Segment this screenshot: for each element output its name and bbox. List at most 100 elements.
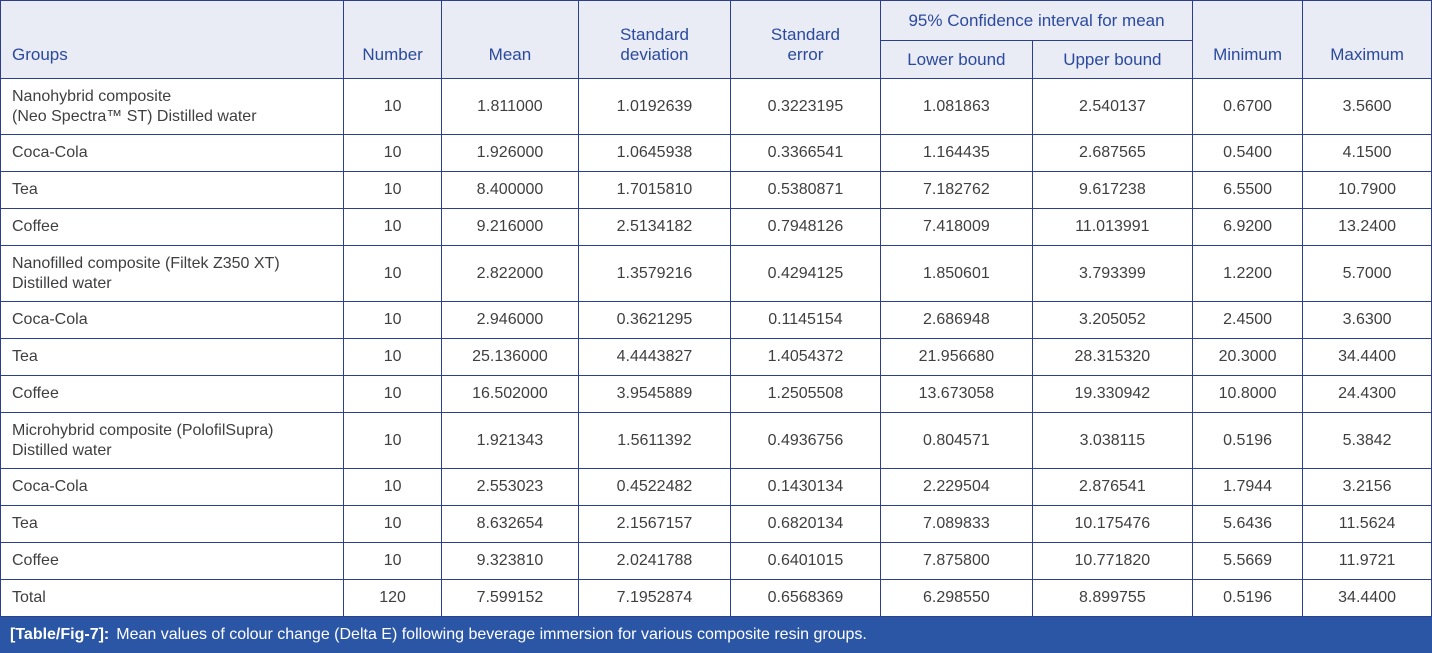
header-number: Number (343, 0, 442, 79)
cell-group: Coffee (0, 208, 345, 246)
cell-std-error: 1.4054372 (729, 338, 882, 376)
cell-number: 10 (343, 301, 442, 339)
cell-upper-bound: 2.540137 (1031, 78, 1193, 135)
cell-maximum: 10.7900 (1302, 171, 1432, 209)
cell-lower-bound: 2.686948 (880, 301, 1033, 339)
cell-lower-bound: 2.229504 (880, 468, 1033, 506)
cell-std-deviation: 7.1952874 (578, 579, 731, 617)
cell-lower-bound: 7.089833 (880, 505, 1033, 543)
table-row: Coffee 10 16.502000 3.9545889 1.2505508 … (0, 375, 1432, 413)
cell-mean: 8.632654 (440, 505, 580, 543)
table-row: Tea 10 8.632654 2.1567157 0.6820134 7.08… (0, 505, 1432, 543)
cell-std-error: 0.6568369 (729, 579, 882, 617)
cell-std-deviation: 2.0241788 (578, 542, 731, 580)
cell-group: Coca-Cola (0, 134, 345, 172)
cell-group: Nanofilled composite (Filtek Z350 XT) Di… (0, 245, 345, 302)
cell-lower-bound: 21.956680 (880, 338, 1033, 376)
cell-mean: 1.811000 (440, 78, 580, 135)
cell-mean: 7.599152 (440, 579, 580, 617)
cell-upper-bound: 2.687565 (1031, 134, 1193, 172)
header-upper-bound: Upper bound (1031, 40, 1193, 79)
cell-std-error: 0.6401015 (729, 542, 882, 580)
cell-lower-bound: 1.164435 (880, 134, 1033, 172)
cell-upper-bound: 28.315320 (1031, 338, 1193, 376)
cell-upper-bound: 8.899755 (1031, 579, 1193, 617)
table-row: Coca-Cola 10 2.946000 0.3621295 0.114515… (0, 301, 1432, 339)
header-row-sub: Lower bound Upper bound (1, 40, 1432, 79)
cell-minimum: 20.3000 (1191, 338, 1304, 376)
cell-group: Nanohybrid composite (Neo Spectra™ ST) D… (0, 78, 345, 135)
cell-minimum: 10.8000 (1191, 375, 1304, 413)
cell-minimum: 0.6700 (1191, 78, 1304, 135)
cell-maximum: 3.5600 (1302, 78, 1432, 135)
cell-number: 10 (343, 245, 442, 302)
cell-maximum: 11.9721 (1302, 542, 1432, 580)
cell-group: Coca-Cola (0, 468, 345, 506)
cell-std-deviation: 3.9545889 (578, 375, 731, 413)
cell-std-deviation: 1.5611392 (578, 412, 731, 469)
table-row: Coffee 10 9.216000 2.5134182 0.7948126 7… (0, 208, 1432, 246)
cell-number: 10 (343, 468, 442, 506)
cell-std-error: 0.7948126 (729, 208, 882, 246)
cell-std-deviation: 0.4522482 (578, 468, 731, 506)
cell-std-deviation: 2.5134182 (578, 208, 731, 246)
cell-std-deviation: 0.3621295 (578, 301, 731, 339)
cell-std-error: 0.1430134 (729, 468, 882, 506)
cell-group: Coffee (0, 375, 345, 413)
cell-lower-bound: 7.182762 (880, 171, 1033, 209)
cell-group: Tea (0, 171, 345, 209)
cell-maximum: 34.4400 (1302, 579, 1432, 617)
cell-std-deviation: 1.0192639 (578, 78, 731, 135)
cell-number: 10 (343, 505, 442, 543)
cell-minimum: 5.6436 (1191, 505, 1304, 543)
cell-upper-bound: 19.330942 (1031, 375, 1193, 413)
cell-std-error: 0.3366541 (729, 134, 882, 172)
cell-maximum: 24.4300 (1302, 375, 1432, 413)
cell-upper-bound: 3.793399 (1031, 245, 1193, 302)
cell-number: 10 (343, 208, 442, 246)
cell-std-error: 0.3223195 (729, 78, 882, 135)
cell-lower-bound: 6.298550 (880, 579, 1033, 617)
cell-minimum: 2.4500 (1191, 301, 1304, 339)
cell-lower-bound: 7.875800 (880, 542, 1033, 580)
cell-std-error: 0.6820134 (729, 505, 882, 543)
table-row: Tea 10 25.136000 4.4443827 1.4054372 21.… (0, 338, 1432, 376)
header-minimum: Minimum (1191, 0, 1304, 79)
cell-group: Tea (0, 338, 345, 376)
cell-mean: 8.400000 (440, 171, 580, 209)
cell-group: Microhybrid composite (PolofilSupra) Dis… (0, 412, 345, 469)
header-lower-bound: Lower bound (880, 40, 1033, 79)
cell-minimum: 0.5196 (1191, 579, 1304, 617)
table-row: Nanohybrid composite (Neo Spectra™ ST) D… (0, 78, 1432, 135)
cell-maximum: 3.6300 (1302, 301, 1432, 339)
caption-label: [Table/Fig-7]: (10, 626, 110, 643)
header-std-error: Standard error (729, 0, 882, 79)
caption-text: Mean values of colour change (Delta E) f… (116, 626, 867, 643)
table-row-total: Total 120 7.599152 7.1952874 0.6568369 6… (0, 579, 1432, 617)
cell-mean: 16.502000 (440, 375, 580, 413)
cell-upper-bound: 10.175476 (1031, 505, 1193, 543)
cell-mean: 1.921343 (440, 412, 580, 469)
cell-mean: 9.216000 (440, 208, 580, 246)
cell-mean: 1.926000 (440, 134, 580, 172)
header-maximum: Maximum (1302, 0, 1432, 79)
cell-std-error: 0.4936756 (729, 412, 882, 469)
cell-minimum: 6.5500 (1191, 171, 1304, 209)
cell-std-error: 0.5380871 (729, 171, 882, 209)
table-body: Nanohybrid composite (Neo Spectra™ ST) D… (0, 78, 1432, 617)
cell-std-deviation: 4.4443827 (578, 338, 731, 376)
cell-lower-bound: 1.081863 (880, 78, 1033, 135)
cell-maximum: 34.4400 (1302, 338, 1432, 376)
cell-minimum: 1.2200 (1191, 245, 1304, 302)
table-row: Tea 10 8.400000 1.7015810 0.5380871 7.18… (0, 171, 1432, 209)
table-header: Groups Number Mean Standard deviation St… (0, 0, 1432, 79)
cell-std-deviation: 1.3579216 (578, 245, 731, 302)
cell-number: 10 (343, 412, 442, 469)
cell-std-deviation: 2.1567157 (578, 505, 731, 543)
cell-minimum: 0.5400 (1191, 134, 1304, 172)
cell-minimum: 1.7944 (1191, 468, 1304, 506)
header-row-main: Groups Number Mean Standard deviation St… (0, 0, 1432, 79)
cell-lower-bound: 7.418009 (880, 208, 1033, 246)
cell-minimum: 0.5196 (1191, 412, 1304, 469)
